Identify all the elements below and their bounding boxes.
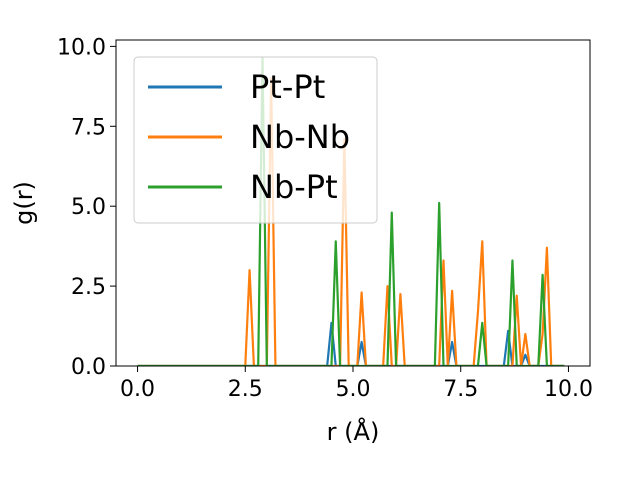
- x-tick-label: 7.5: [443, 377, 478, 402]
- series-line-2: [137, 56, 565, 366]
- y-tick-label: 7.5: [71, 115, 106, 140]
- y-tick-label: 0.0: [71, 355, 106, 380]
- x-tick-label: 5.0: [336, 377, 371, 402]
- legend-label-2: Nb-Pt: [250, 168, 338, 206]
- x-tick-label: 0.0: [120, 377, 155, 402]
- series-line-0: [137, 321, 565, 366]
- y-axis-label: g(r): [10, 181, 38, 225]
- series-layer: [137, 56, 565, 366]
- legend: Pt-Pt Nb-Nb Nb-Pt: [133, 56, 378, 224]
- x-tick-label: 2.5: [228, 377, 263, 402]
- y-tick-label: 5.0: [71, 195, 106, 220]
- series-line-1: [137, 77, 565, 366]
- legend-label-0: Pt-Pt: [250, 68, 325, 106]
- x-tick-label: 10.0: [544, 377, 593, 402]
- x-axis-label: r (Å): [327, 417, 380, 446]
- y-tick-label: 10.0: [57, 35, 106, 60]
- legend-label-1: Nb-Nb: [250, 118, 350, 156]
- legend-box: [133, 56, 378, 224]
- ticks-layer: 0.0 2.5 5.0 7.5 10.0 0.0 2.5 5.0 7.5 10.0: [57, 35, 593, 402]
- y-tick-label: 2.5: [71, 275, 106, 300]
